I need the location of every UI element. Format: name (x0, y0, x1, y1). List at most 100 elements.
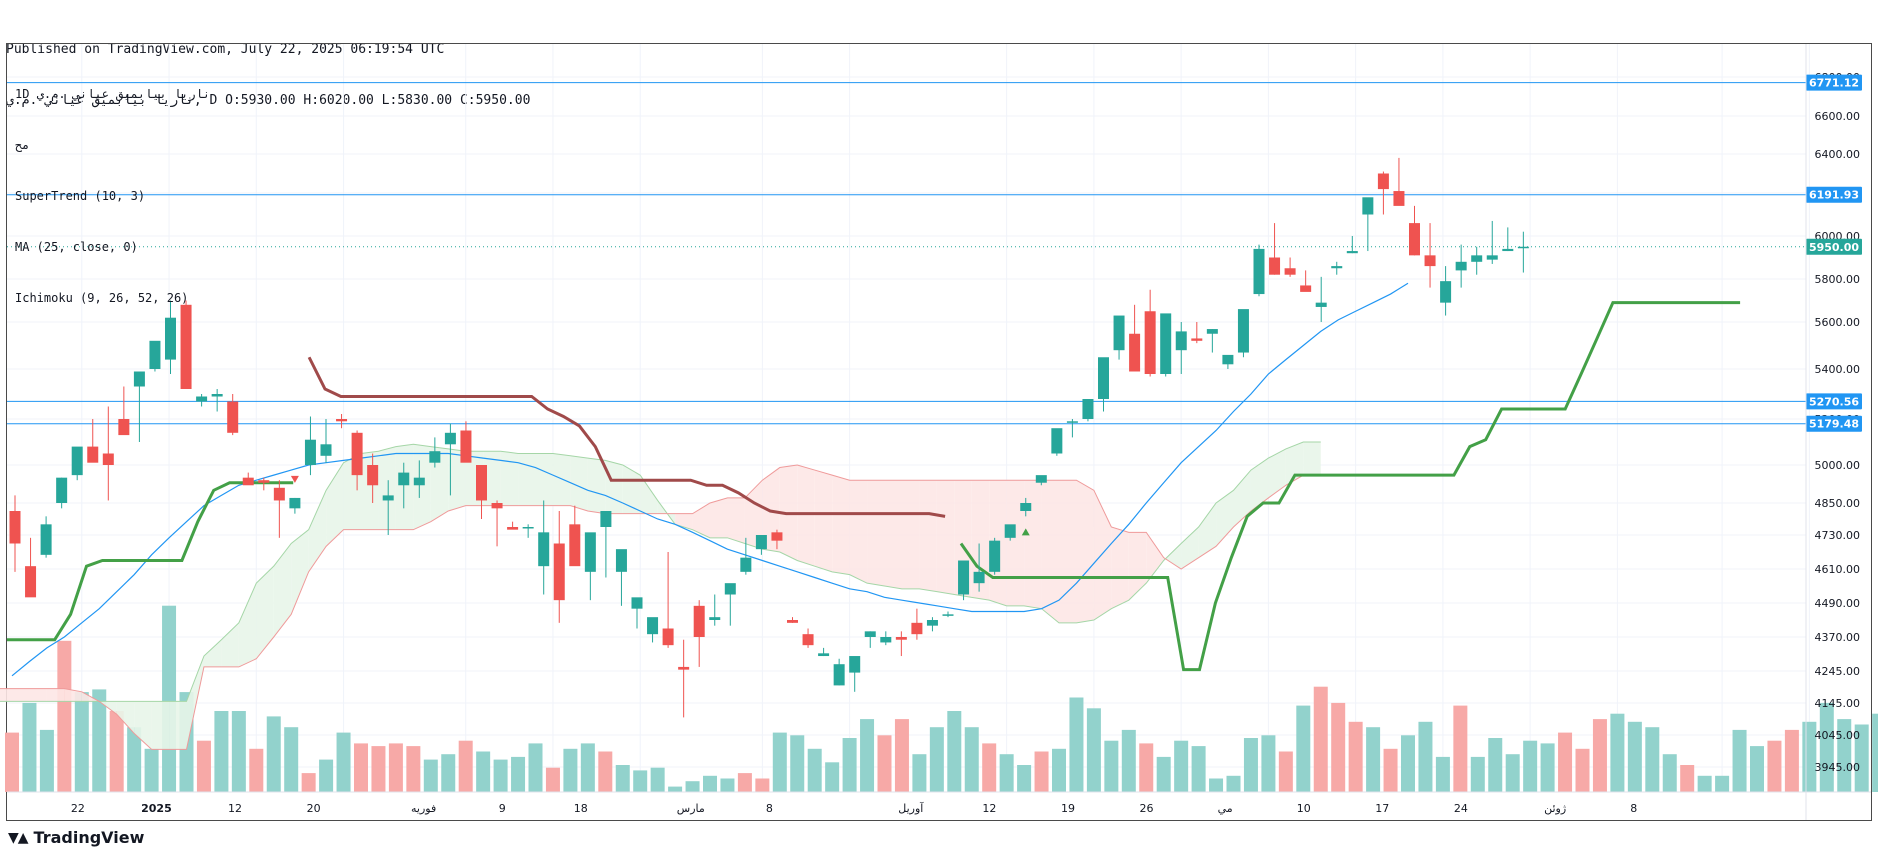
candle-body (1269, 257, 1281, 275)
candle (833, 658, 845, 686)
candle-body (211, 394, 223, 397)
candle (1284, 257, 1296, 277)
candle-body (709, 617, 721, 620)
volume-bar (74, 692, 89, 792)
candle-body (336, 419, 348, 422)
candle (1377, 171, 1389, 215)
volume-bar (266, 716, 281, 792)
volume-bar (1715, 775, 1730, 792)
time-tick-label: 10 (1297, 802, 1311, 815)
cloud-segment (1076, 480, 1094, 623)
volume-bar (947, 711, 962, 792)
candle-body (802, 634, 814, 646)
volume-bar (703, 775, 717, 792)
candle-body (118, 419, 130, 436)
price-tick-label: 4370.00 (1815, 631, 1861, 644)
candle (133, 371, 145, 442)
candle (647, 617, 659, 643)
candle-body (1486, 255, 1498, 260)
candle (1066, 419, 1078, 438)
cloud-segment (1041, 480, 1059, 623)
legend-ichimoku[interactable]: Ichimoku (9, 26, 52, 26) (15, 291, 189, 305)
candle (864, 631, 876, 648)
candle-body (351, 432, 363, 476)
volume-bar (57, 640, 72, 792)
cloud-segment (640, 475, 658, 514)
candle (1455, 244, 1467, 288)
candle (242, 472, 254, 486)
candle-body (818, 653, 830, 657)
volume-bar (982, 743, 997, 792)
candle (40, 516, 52, 558)
candle-body (755, 535, 767, 550)
time-tick-label: ژوئن (1544, 802, 1566, 815)
volume-bar (842, 738, 857, 792)
volume-bar (92, 689, 107, 792)
candle (56, 477, 68, 509)
volume-bar (1209, 778, 1224, 792)
candle (740, 537, 752, 575)
cloud-segment (1163, 543, 1182, 569)
volume-bar (1331, 702, 1346, 792)
volume-bar (668, 786, 683, 792)
cloud-segment (483, 451, 501, 506)
volume-bar (1453, 705, 1468, 792)
candle (1362, 197, 1374, 252)
candle (87, 419, 99, 463)
volume-bar (912, 754, 927, 792)
cloud-segment (1181, 527, 1199, 569)
cloud-segment (0, 688, 12, 702)
candle-body (1409, 223, 1420, 256)
candle-body (1020, 503, 1032, 511)
candle-body (1222, 354, 1234, 365)
candle (476, 465, 487, 519)
cloud-segment (1198, 503, 1217, 558)
volume-bar (1104, 740, 1119, 792)
cloud-segment (744, 480, 763, 550)
candle-body (56, 477, 68, 503)
volume-bar (1750, 746, 1764, 792)
volume-bar (388, 743, 403, 792)
candle-body (538, 532, 550, 567)
volume-bar (162, 605, 177, 792)
hline-label: 6191.93 (1809, 189, 1859, 202)
candle (1331, 261, 1343, 275)
volume-bar (511, 756, 526, 792)
candle (273, 480, 285, 538)
volume-bar (755, 778, 770, 792)
time-tick-label: 12 (228, 802, 242, 815)
legend-supertrend[interactable]: SuperTrend (10, 3) (15, 189, 146, 203)
volume-bar (214, 711, 229, 792)
cloud-segment (1146, 532, 1164, 584)
price-tick-label: 6600.00 (1815, 110, 1861, 123)
price-tick-label: 5000.00 (1815, 459, 1861, 472)
candle (600, 511, 612, 578)
legend-ma[interactable]: MA (25, close, 0) (15, 240, 138, 254)
price-tick-label: 4730.00 (1815, 529, 1861, 542)
candle (709, 594, 721, 626)
volume-bar (633, 770, 648, 792)
price-tick-label: 4850.00 (1815, 497, 1861, 510)
cloud-segment (587, 458, 606, 514)
candle (724, 583, 736, 626)
horizontal-lines (7, 82, 1806, 425)
time-tick-label: 24 (1454, 802, 1468, 815)
candle (1035, 475, 1047, 486)
candle (569, 505, 581, 567)
supertrend-down-line (307, 356, 946, 518)
hline-label: 5270.56 (1809, 395, 1859, 408)
volume-bar (1383, 748, 1398, 792)
candle (1129, 304, 1141, 372)
candle (444, 423, 456, 496)
volume-bar (1261, 735, 1276, 792)
volume-bar (1296, 705, 1311, 792)
candle (1409, 205, 1420, 256)
candle (1253, 244, 1265, 297)
tradingview-logo[interactable]: ▼▲ TradingView (8, 828, 144, 847)
volume-bar (1523, 740, 1538, 792)
volume-bar (127, 727, 142, 792)
volume-bar (458, 740, 473, 792)
candle-body (320, 444, 332, 456)
volume-bar (528, 743, 543, 792)
